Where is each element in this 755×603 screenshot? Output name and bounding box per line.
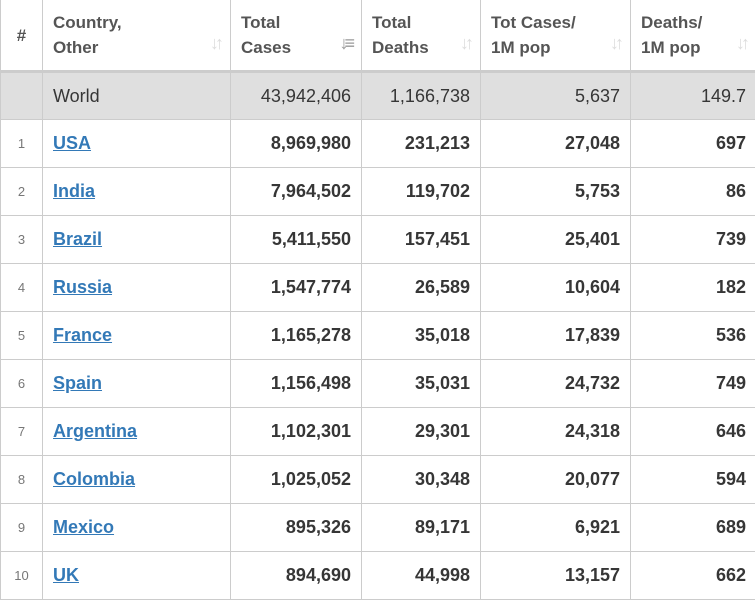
rank: 9 (0, 503, 43, 552)
cases-per-1m: 25,401 (480, 215, 631, 264)
deaths-per-1m: 662 (630, 551, 755, 600)
cases-per-1m: 10,604 (480, 263, 631, 312)
cases-per-1m: 13,157 (480, 551, 631, 600)
world-row: World 43,942,406 1,166,738 5,637 149.7 (0, 71, 755, 120)
world-total-deaths: 1,166,738 (361, 71, 481, 120)
table-row: 9 Mexico 895,326 89,171 6,921 689 (0, 503, 755, 552)
table-row: 3 Brazil 5,411,550 157,451 25,401 739 (0, 215, 755, 264)
rank: 3 (0, 215, 43, 264)
rank: 4 (0, 263, 43, 312)
table-row: 5 France 1,165,278 35,018 17,839 536 (0, 311, 755, 360)
country-link[interactable]: Argentina (53, 421, 138, 441)
total-deaths: 35,031 (361, 359, 481, 408)
total-deaths: 231,213 (361, 119, 481, 168)
country-link[interactable]: Russia (53, 277, 113, 297)
table-row: 8 Colombia 1,025,052 30,348 20,077 594 (0, 455, 755, 504)
table-row: 1 USA 8,969,980 231,213 27,048 697 (0, 119, 755, 168)
deaths-per-1m: 86 (630, 167, 755, 216)
country-link[interactable]: Mexico (53, 517, 115, 537)
total-deaths: 119,702 (361, 167, 481, 216)
header-row: # Country, Other ↓↑ Total Cases ↓≡ Total Deat… (0, 0, 755, 73)
world-name: World (42, 71, 231, 120)
country-link[interactable]: France (53, 325, 113, 345)
rank: 8 (0, 455, 43, 504)
total-deaths: 26,589 (361, 263, 481, 312)
total-deaths: 89,171 (361, 503, 481, 552)
country-link[interactable]: USA (53, 133, 92, 153)
rank: 5 (0, 311, 43, 360)
total-cases: 7,964,502 (230, 167, 362, 216)
total-cases: 1,165,278 (230, 311, 362, 360)
sort-icon[interactable]: ↓↑ (460, 33, 474, 53)
deaths-per-1m: 182 (630, 263, 755, 312)
total-cases: 894,690 (230, 551, 362, 600)
deaths-per-1m: 646 (630, 407, 755, 456)
world-cases-per-1m: 5,637 (480, 71, 631, 120)
rank: 7 (0, 407, 43, 456)
deaths-per-1m: 749 (630, 359, 755, 408)
country-link[interactable]: Spain (53, 373, 103, 393)
table-row: 7 Argentina 1,102,301 29,301 24,318 646 (0, 407, 755, 456)
sort-desc-icon[interactable]: ↓≡ (339, 33, 354, 53)
cases-per-1m: 17,839 (480, 311, 631, 360)
sort-icon[interactable]: ↓↑ (210, 33, 224, 53)
rank: 6 (0, 359, 43, 408)
rank: 2 (0, 167, 43, 216)
sort-icon[interactable]: ↓↑ (610, 33, 624, 53)
total-deaths: 35,018 (361, 311, 481, 360)
total-cases: 1,547,774 (230, 263, 362, 312)
total-cases: 895,326 (230, 503, 362, 552)
country-link[interactable]: Colombia (53, 469, 136, 489)
country-link[interactable]: UK (53, 565, 79, 585)
cases-per-1m: 20,077 (480, 455, 631, 504)
header-country[interactable]: Country, Other ↓↑ (42, 0, 231, 73)
header-total-deaths[interactable]: Total Deaths ↓↑ (361, 0, 481, 73)
rank: 1 (0, 119, 43, 168)
cases-per-1m: 27,048 (480, 119, 631, 168)
table-row: 2 India 7,964,502 119,702 5,753 86 (0, 167, 755, 216)
deaths-per-1m: 689 (630, 503, 755, 552)
total-cases: 8,969,980 (230, 119, 362, 168)
world-deaths-per-1m: 149.7 (630, 71, 755, 120)
deaths-per-1m: 536 (630, 311, 755, 360)
header-total-cases[interactable]: Total Cases ↓≡ (230, 0, 362, 73)
table-row: 10 UK 894,690 44,998 13,157 662 (0, 551, 755, 600)
total-cases: 1,102,301 (230, 407, 362, 456)
header-cases-per-1m[interactable]: Tot Cases/1M pop ↓↑ (480, 0, 631, 73)
cases-per-1m: 5,753 (480, 167, 631, 216)
rank: 10 (0, 551, 43, 600)
total-cases: 1,156,498 (230, 359, 362, 408)
country-link[interactable]: India (53, 181, 96, 201)
cases-per-1m: 24,318 (480, 407, 631, 456)
table-row: 6 Spain 1,156,498 35,031 24,732 749 (0, 359, 755, 408)
deaths-per-1m: 594 (630, 455, 755, 504)
deaths-per-1m: 697 (630, 119, 755, 168)
sort-icon[interactable]: ↓↑ (736, 33, 750, 53)
total-cases: 5,411,550 (230, 215, 362, 264)
country-link[interactable]: Brazil (53, 229, 103, 249)
cases-per-1m: 24,732 (480, 359, 631, 408)
total-cases: 1,025,052 (230, 455, 362, 504)
cases-per-1m: 6,921 (480, 503, 631, 552)
deaths-per-1m: 739 (630, 215, 755, 264)
table-row: 4 Russia 1,547,774 26,589 10,604 182 (0, 263, 755, 312)
world-total-cases: 43,942,406 (230, 71, 362, 120)
total-deaths: 30,348 (361, 455, 481, 504)
header-deaths-per-1m[interactable]: Deaths/1M pop ↓↑ (630, 0, 755, 73)
header-rank: # (0, 0, 43, 73)
total-deaths: 44,998 (361, 551, 481, 600)
total-deaths: 157,451 (361, 215, 481, 264)
total-deaths: 29,301 (361, 407, 481, 456)
